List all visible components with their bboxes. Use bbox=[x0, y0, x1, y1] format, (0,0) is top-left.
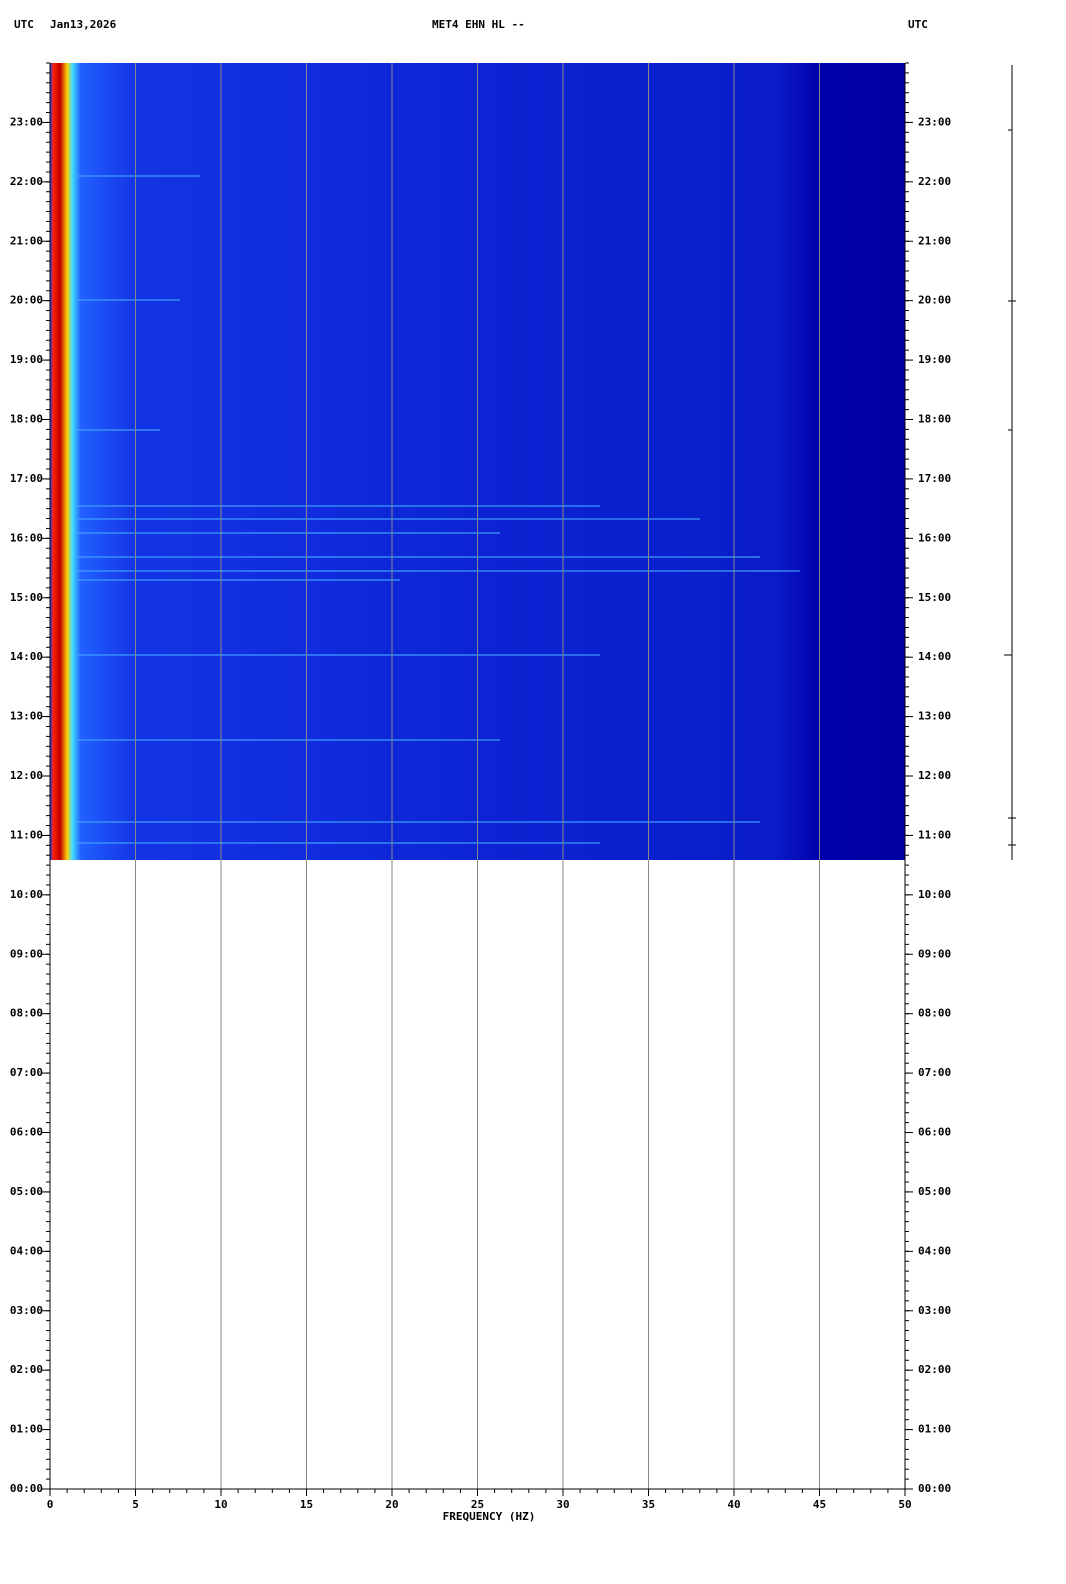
x-tick-label: 50 bbox=[898, 1498, 911, 1511]
y-tick-label-left: 12:00 bbox=[10, 769, 43, 782]
y-tick-label-left: 03:00 bbox=[10, 1304, 43, 1317]
y-tick-label-right: 02:00 bbox=[918, 1363, 951, 1376]
y-tick-label-right: 21:00 bbox=[918, 234, 951, 247]
y-tick-label-left: 22:00 bbox=[10, 175, 43, 188]
y-tick-label-right: 04:00 bbox=[918, 1244, 951, 1257]
y-tick-label-left: 14:00 bbox=[10, 650, 43, 663]
y-tick-label-left: 11:00 bbox=[10, 828, 43, 841]
y-tick-label-left: 13:00 bbox=[10, 710, 43, 723]
y-tick-label-left: 00:00 bbox=[10, 1482, 43, 1495]
date: Jan13,2026 bbox=[50, 18, 117, 31]
y-tick-label-left: 07:00 bbox=[10, 1066, 43, 1079]
y-tick-label-right: 12:00 bbox=[918, 769, 951, 782]
x-tick-label: 35 bbox=[642, 1498, 655, 1511]
y-tick-label-left: 20:00 bbox=[10, 294, 43, 307]
y-tick-label-right: 07:00 bbox=[918, 1066, 951, 1079]
y-tick-label-right: 15:00 bbox=[918, 591, 951, 604]
y-tick-label-right: 08:00 bbox=[918, 1007, 951, 1020]
y-tick-label-left: 16:00 bbox=[10, 531, 43, 544]
y-tick-label-right: 22:00 bbox=[918, 175, 951, 188]
trace-scale bbox=[1004, 65, 1016, 860]
y-tick-label-right: 11:00 bbox=[918, 828, 951, 841]
y-tick-label-right: 23:00 bbox=[918, 115, 951, 128]
x-tick-label: 15 bbox=[300, 1498, 313, 1511]
chart-title: MET4 EHN HL -- bbox=[432, 18, 525, 31]
y-tick-label-left: 15:00 bbox=[10, 591, 43, 604]
y-tick-label-left: 10:00 bbox=[10, 888, 43, 901]
y-tick-label-right: 14:00 bbox=[918, 650, 951, 663]
x-tick-label: 45 bbox=[813, 1498, 826, 1511]
y-tick-label-left: 23:00 bbox=[10, 115, 43, 128]
y-tick-label-left: 05:00 bbox=[10, 1185, 43, 1198]
y-tick-label-left: 18:00 bbox=[10, 413, 43, 426]
y-tick-label-left: 02:00 bbox=[10, 1363, 43, 1376]
x-axis-label: FREQUENCY (HZ) bbox=[443, 1510, 536, 1523]
x-tick-label: 25 bbox=[471, 1498, 484, 1511]
y-tick-label-left: 19:00 bbox=[10, 353, 43, 366]
y-tick-label-right: 18:00 bbox=[918, 413, 951, 426]
timezone-label-left: UTC bbox=[14, 18, 34, 31]
x-tick-label: 40 bbox=[727, 1498, 740, 1511]
y-tick-label-left: 01:00 bbox=[10, 1423, 43, 1436]
timezone-label-right: UTC bbox=[908, 18, 928, 31]
y-tick-label-right: 00:00 bbox=[918, 1482, 951, 1495]
y-tick-label-right: 13:00 bbox=[918, 710, 951, 723]
x-tick-label: 30 bbox=[556, 1498, 569, 1511]
y-tick-label-right: 16:00 bbox=[918, 531, 951, 544]
y-tick-label-left: 04:00 bbox=[10, 1244, 43, 1257]
y-tick-label-right: 19:00 bbox=[918, 353, 951, 366]
y-tick-label-left: 09:00 bbox=[10, 947, 43, 960]
x-tick-label: 5 bbox=[132, 1498, 139, 1511]
x-tick-label: 10 bbox=[214, 1498, 227, 1511]
x-tick-label: 20 bbox=[385, 1498, 398, 1511]
y-tick-label-right: 06:00 bbox=[918, 1126, 951, 1139]
y-tick-label-right: 20:00 bbox=[918, 294, 951, 307]
x-tick-label: 0 bbox=[47, 1498, 54, 1511]
y-tick-label-right: 05:00 bbox=[918, 1185, 951, 1198]
y-tick-label-left: 21:00 bbox=[10, 234, 43, 247]
y-tick-label-right: 03:00 bbox=[918, 1304, 951, 1317]
y-tick-label-right: 10:00 bbox=[918, 888, 951, 901]
y-tick-label-left: 08:00 bbox=[10, 1007, 43, 1020]
y-tick-label-right: 09:00 bbox=[918, 947, 951, 960]
y-tick-label-right: 01:00 bbox=[918, 1423, 951, 1436]
y-tick-label-left: 06:00 bbox=[10, 1126, 43, 1139]
y-tick-label-left: 17:00 bbox=[10, 472, 43, 485]
y-tick-label-right: 17:00 bbox=[918, 472, 951, 485]
